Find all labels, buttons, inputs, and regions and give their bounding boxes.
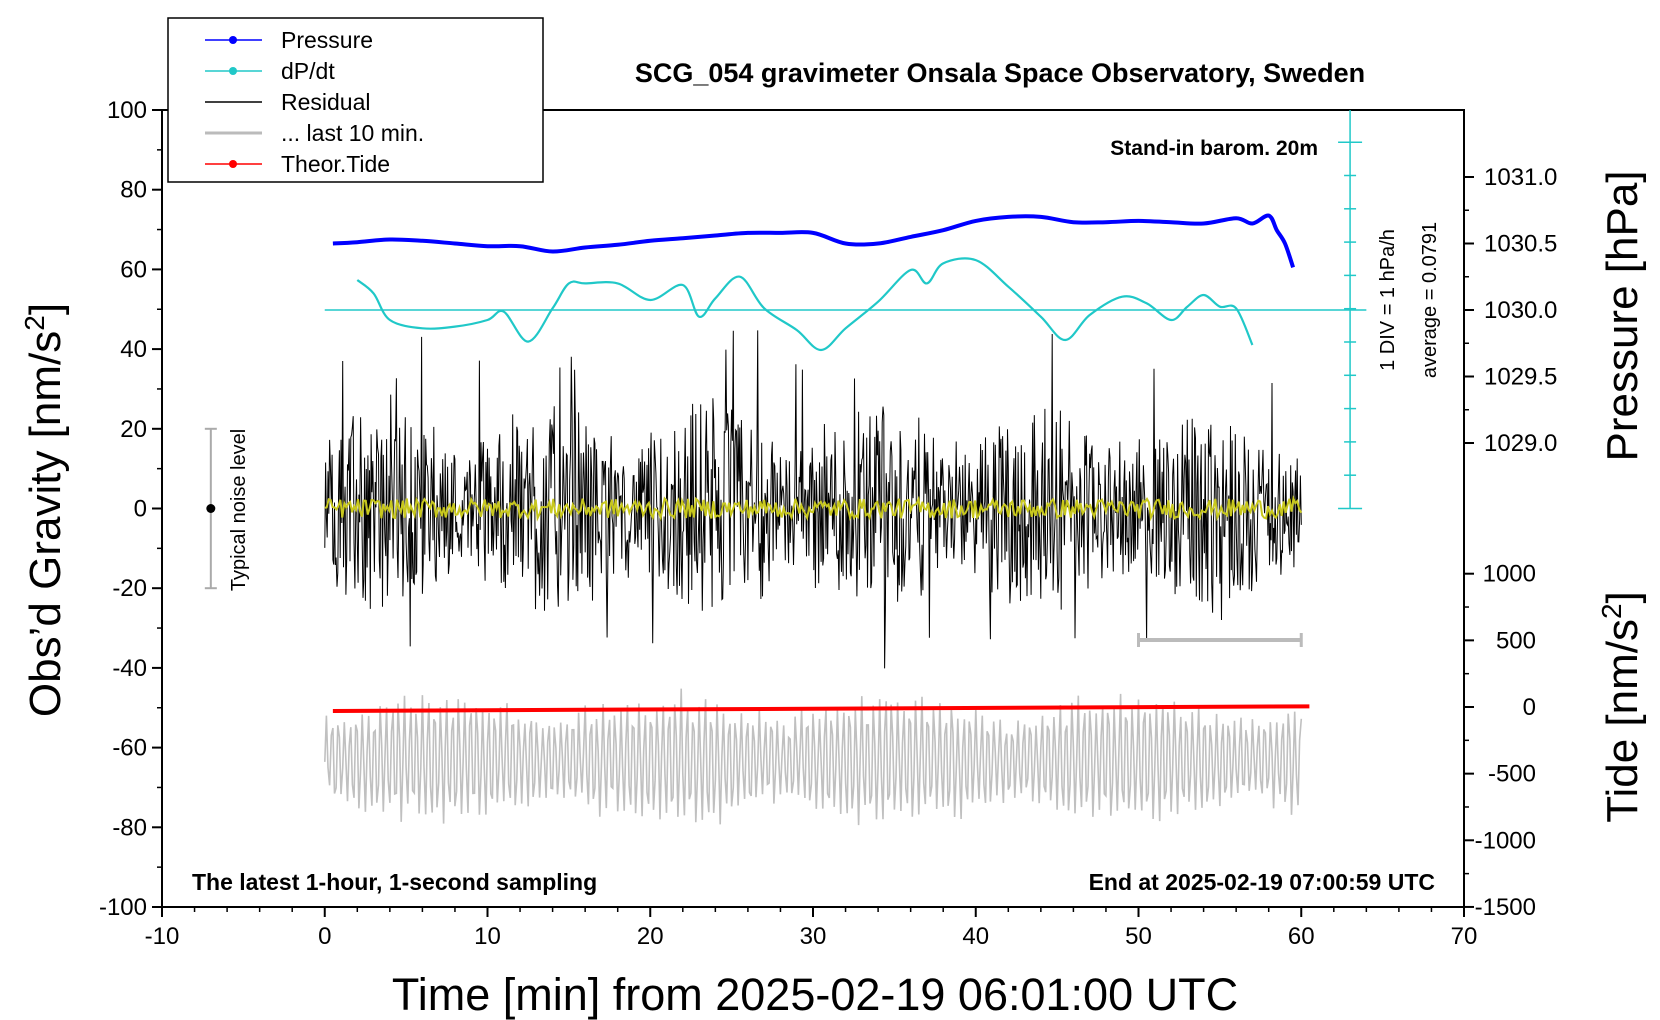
y-left-tick-label: -40 — [112, 655, 147, 682]
pressure-axis-ticks: 1029.0 1029.5 1030.0 1030.5 1031.0 — [1464, 164, 1557, 457]
residual-smoothed-line — [324, 494, 1303, 522]
x-tick-label: 30 — [800, 923, 827, 950]
x-tick-label: 0 — [318, 923, 331, 950]
dpdt-line — [356, 257, 1254, 352]
y-left-tick-label: 60 — [120, 256, 147, 283]
subtitle-right: End at 2025-02-19 07:00:59 UTC — [1089, 869, 1435, 895]
tide-tick-label: 500 — [1496, 627, 1536, 654]
y-left-tick-label: -80 — [112, 814, 147, 841]
x-tick-label: 70 — [1451, 923, 1478, 950]
theor-tide-line — [332, 704, 1310, 713]
x-tick-label: 10 — [474, 923, 501, 950]
legend-label: dP/dt — [281, 58, 335, 84]
y-left-tick-label: 0 — [134, 496, 147, 523]
residual-series — [324, 330, 1302, 669]
x-tick-label: -10 — [145, 923, 180, 950]
x-tick-label: 20 — [637, 923, 664, 950]
y-left-tick-label: 20 — [120, 416, 147, 443]
y-left-tick-label: -100 — [99, 894, 147, 921]
ten-minute-scale-bar — [1137, 633, 1303, 648]
residual-smoothed-series — [324, 494, 1303, 522]
theor-tide-series — [332, 704, 1310, 713]
last-10-min-series — [324, 688, 1303, 826]
tide-tick-label: -1000 — [1475, 827, 1536, 854]
noise-level-label: Typical noise level — [228, 429, 250, 591]
last-10-min-line — [324, 688, 1303, 826]
noise-level-bar — [204, 427, 217, 590]
y-left-axis-label: Obs’d Gravity [nm/s2] — [19, 303, 70, 717]
tide-tick-label: 0 — [1523, 694, 1536, 721]
tide-tick-label: 1000 — [1483, 561, 1536, 588]
pressure-series — [332, 213, 1295, 269]
tide-tick-label: -1500 — [1475, 894, 1536, 921]
y-left-tick-label: -60 — [112, 735, 147, 762]
noise-bar-dot — [206, 504, 216, 513]
legend-entry: Residual — [205, 89, 371, 115]
legend-label: Theor.Tide — [281, 151, 390, 177]
legend-entry: dP/dt — [205, 58, 335, 84]
legend-marker — [229, 67, 237, 75]
pressure-line — [332, 213, 1295, 269]
x-tick-label: 50 — [1125, 923, 1152, 950]
x-tick-label: 60 — [1288, 923, 1315, 950]
x-axis-label: Time [min] from 2025-02-19 06:01:00 UTC — [392, 969, 1238, 1020]
y-left-tick-label: 100 — [107, 97, 147, 124]
subtitle-left: The latest 1-hour, 1-second sampling — [192, 869, 597, 895]
legend-label: ... last 10 min. — [281, 120, 424, 146]
legend-box — [167, 17, 544, 183]
y-left-tick-label: 40 — [120, 336, 147, 363]
legend-entry: Pressure — [205, 27, 373, 53]
barometer-note: Stand-in barom. 20m — [1110, 137, 1318, 160]
pressure-tick-label: 1030.0 — [1484, 297, 1557, 324]
tide-axis-ticks: -1500 -1000 -500 0 500 1000 — [1464, 561, 1536, 921]
dpdt-scale-axis — [1338, 110, 1363, 510]
x-axis-ticks: -10 0 10 20 30 40 50 60 70 — [145, 907, 1478, 950]
dpdt-series — [324, 257, 1367, 352]
legend-label: Pressure — [281, 27, 373, 53]
tide-tick-label: -500 — [1488, 761, 1536, 788]
residual-line — [324, 330, 1302, 669]
y-left-tick-label: -20 — [112, 575, 147, 602]
x-tick-label: 40 — [962, 923, 989, 950]
y-left-tick-label: 80 — [120, 177, 147, 204]
legend-label: Residual — [281, 89, 371, 115]
chart-title: SCG_054 gravimeter Onsala Space Observat… — [635, 58, 1365, 88]
dpdt-average-label: average = 0.0791 — [1419, 222, 1441, 378]
pressure-tick-label: 1030.5 — [1484, 231, 1557, 258]
pressure-axis-label: Pressure [hPa] — [1598, 170, 1647, 461]
legend-marker — [229, 160, 237, 168]
legend-entry: Theor.Tide — [205, 151, 390, 177]
pressure-tick-label: 1029.0 — [1484, 430, 1557, 457]
tide-axis-label: Tide [nm/s2] — [1596, 591, 1647, 823]
dpdt-div-label: 1 DIV = 1 hPa/h — [1377, 229, 1399, 371]
pressure-tick-label: 1029.5 — [1484, 364, 1557, 391]
pressure-tick-label: 1031.0 — [1484, 164, 1557, 191]
legend-entry: ... last 10 min. — [205, 120, 424, 146]
y-left-axis-ticks: -100 -80 -60 -40 -20 0 20 40 60 80 100 — [99, 97, 162, 921]
legend: Pressure dP/dt Residual ... last 10 min. The… — [205, 27, 424, 177]
legend-marker — [229, 36, 237, 44]
